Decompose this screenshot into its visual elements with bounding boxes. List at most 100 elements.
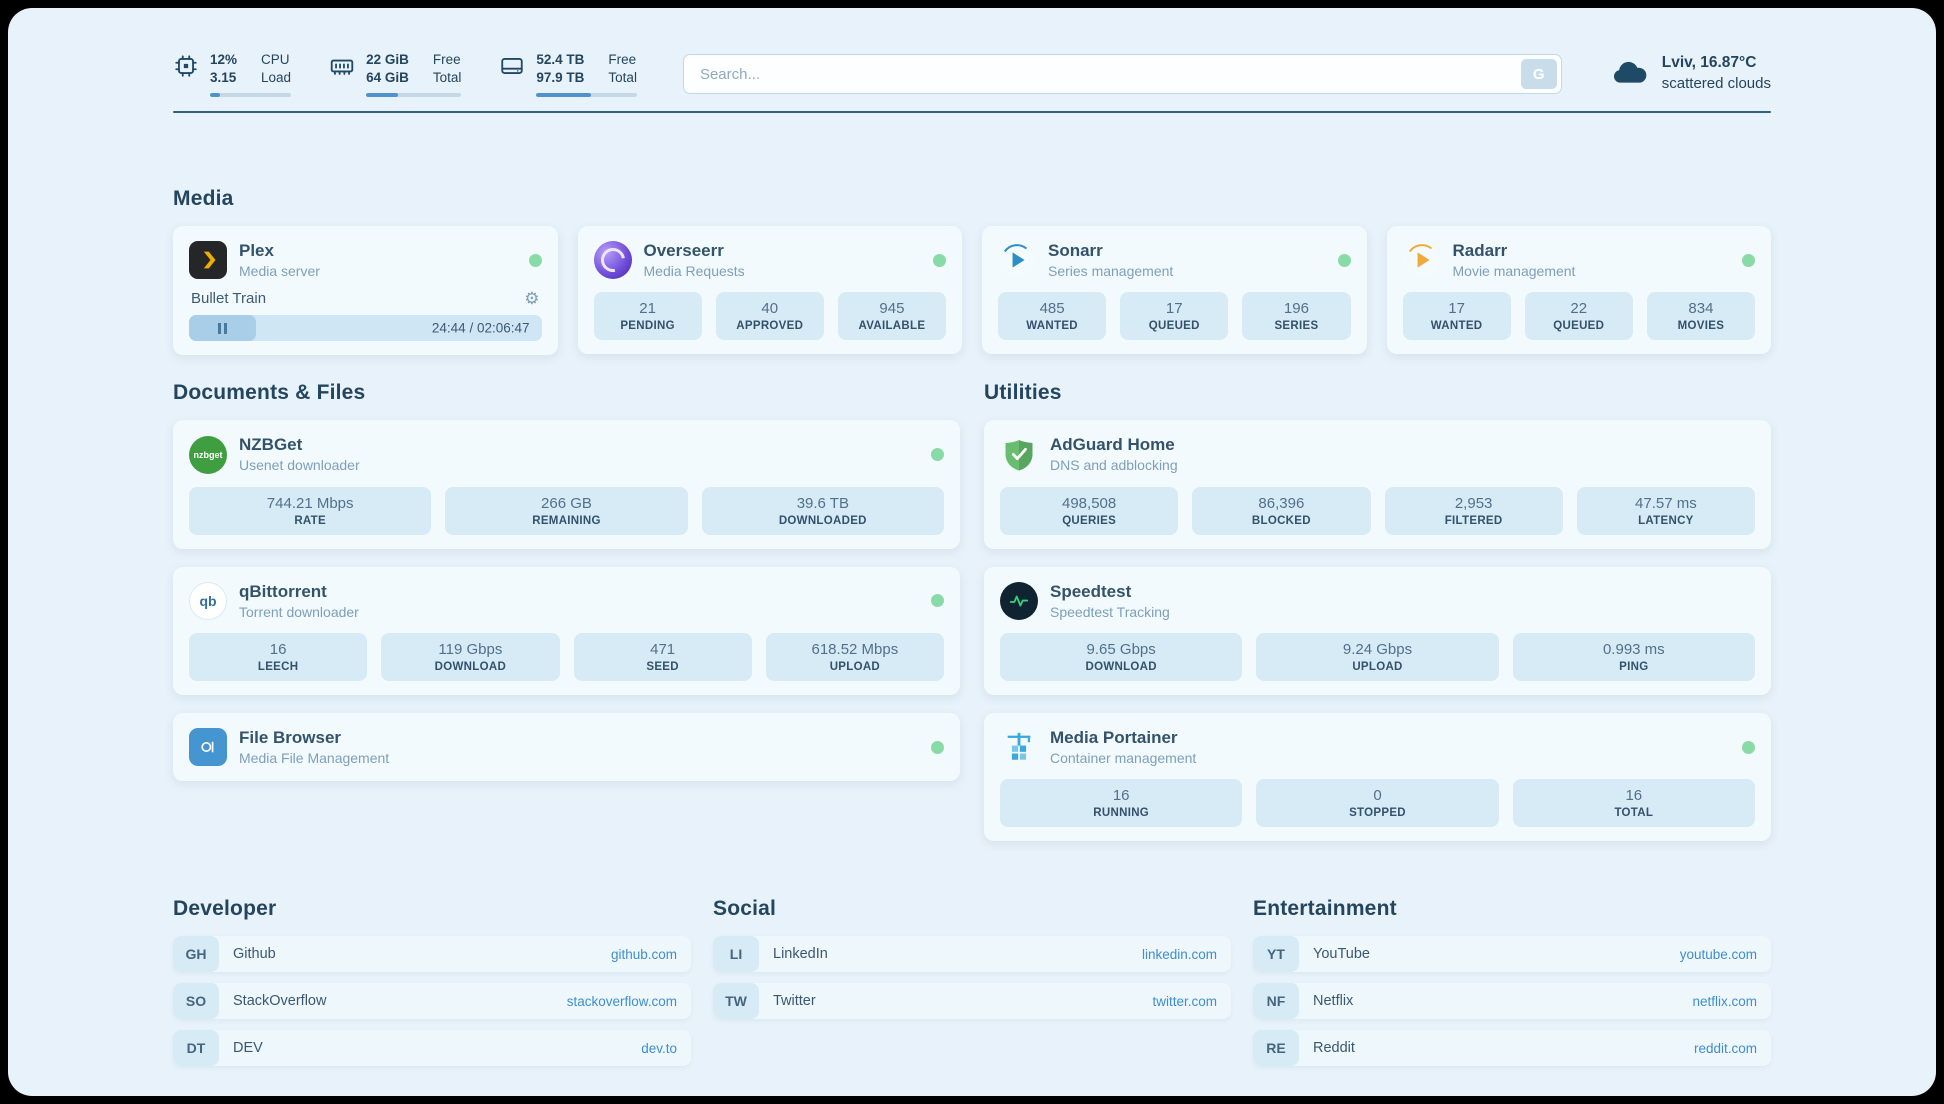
service-card-filebrowser[interactable]: File Browser Media File Management [173, 712, 960, 782]
stat-value: 485 [1039, 300, 1065, 318]
service-card-speedtest[interactable]: Speedtest Speedtest Tracking 9.65 Gbps D… [984, 566, 1771, 695]
service-card-sonarr[interactable]: Sonarr Series management 485 WANTED 17 Q… [982, 226, 1367, 355]
stat-label: LEECH [257, 660, 299, 673]
status-dot [933, 253, 946, 267]
disk-icon [499, 53, 525, 84]
portainer-icon [1000, 728, 1038, 766]
cpu-load-value: 3.15 [210, 69, 237, 85]
bookmark-linkedin[interactable]: LI LinkedIn linkedin.com [713, 936, 1231, 973]
service-name: Speedtest [1050, 581, 1132, 601]
disk-total-value: 97.9 TB [536, 69, 585, 85]
playback-progress-bar[interactable]: 24:44 / 02:06:47 [189, 315, 542, 342]
stat-label: SEED [646, 660, 679, 673]
service-card-overseerr[interactable]: Overseerr Media Requests 21 PENDING 40 A… [577, 226, 962, 355]
service-name: Radarr [1452, 241, 1508, 261]
stat-chip: 17 QUEUED [1120, 292, 1229, 341]
cpu-icon [173, 53, 199, 84]
stat-chip: 498,508 QUERIES [1000, 486, 1179, 535]
stat-chip: 0 STOPPED [1256, 779, 1499, 828]
bookmark-abbr: DT [173, 1030, 219, 1067]
service-subtitle: Movie management [1452, 263, 1576, 280]
disk-total-label: Total [608, 69, 637, 85]
status-dot [1742, 253, 1755, 267]
nzbget-icon: nzbget [189, 435, 227, 474]
service-card-portainer[interactable]: Media Portainer Container management 16 … [984, 712, 1771, 842]
service-subtitle: DNS and adblocking [1050, 457, 1178, 474]
service-card-plex[interactable]: Plex Media server Bullet Train ⚙ 24:44 /… [173, 226, 558, 356]
stat-chip: 945 AVAILABLE [837, 292, 947, 341]
service-card-radarr[interactable]: Radarr Movie management 17 WANTED 22 QUE… [1386, 226, 1771, 355]
disk-free-label: Free [608, 52, 637, 67]
stat-label: UPLOAD [1352, 660, 1403, 673]
bookmark-url: reddit.com [1693, 1040, 1757, 1056]
section-title-social: Social [713, 897, 777, 921]
disk-progress-fill [536, 93, 591, 98]
gear-icon[interactable]: ⚙ [524, 289, 540, 309]
bookmark-dev[interactable]: DT DEV dev.to [173, 1030, 691, 1067]
section-documents: Documents & Files nzbget NZBGet Usenet d… [173, 381, 960, 782]
stat-value: 834 [1688, 300, 1714, 318]
bookmark-netflix[interactable]: NF Netflix netflix.com [1253, 983, 1771, 1020]
service-card-qbittorrent[interactable]: qb qBittorrent Torrent downloader 16 LEE… [173, 566, 960, 695]
adguard-icon [1000, 436, 1038, 474]
service-subtitle: Series management [1048, 263, 1174, 280]
qbittorrent-icon-text: qb [199, 592, 217, 609]
pause-icon[interactable] [217, 322, 227, 334]
dashboard-frame: 12% 3.15 CPU Load [8, 8, 1936, 1096]
service-card-adguard[interactable]: AdGuard Home DNS and adblocking 498,508 … [984, 420, 1771, 549]
stat-label: RUNNING [1093, 807, 1150, 820]
bookmark-name: Github [233, 946, 276, 963]
stat-value: 40 [761, 300, 779, 318]
stat-label: TOTAL [1614, 807, 1654, 820]
service-subtitle: Speedtest Tracking [1050, 603, 1170, 620]
search-provider-button[interactable]: G [1520, 59, 1557, 90]
bookmark-youtube[interactable]: YT YouTube youtube.com [1253, 936, 1771, 973]
status-dot [931, 594, 944, 608]
bookmark-name: LinkedIn [773, 946, 828, 963]
service-subtitle: Usenet downloader [239, 457, 360, 474]
cpu-monitor: 12% 3.15 CPU Load [173, 51, 292, 98]
memory-progress-fill [366, 93, 399, 98]
resource-monitors: 12% 3.15 CPU Load [173, 51, 637, 98]
bookmark-github[interactable]: GH Github github.com [173, 936, 691, 973]
stat-label: DOWNLOAD [434, 660, 507, 673]
cpu-progress-bar [210, 93, 292, 98]
stat-chip: 119 Gbps DOWNLOAD [381, 632, 560, 681]
stat-value: 0.993 ms [1602, 640, 1665, 658]
stat-label: DOWNLOADED [778, 514, 867, 527]
memory-progress-bar [366, 93, 462, 98]
stat-label: PENDING [620, 320, 675, 333]
stat-value: 39.6 TB [796, 494, 849, 512]
stat-value: 22 [1570, 300, 1588, 318]
stat-chip: 2,953 FILTERED [1384, 486, 1563, 535]
memory-total-label: Total [432, 69, 462, 85]
stat-chip: 0.993 ms PING [1512, 632, 1755, 681]
sonarr-icon [998, 241, 1036, 279]
stat-value: 47.57 ms [1635, 494, 1697, 512]
stat-label: WANTED [1026, 320, 1078, 333]
qbittorrent-icon: qb [189, 581, 227, 620]
stat-chip: 16 RUNNING [1000, 779, 1243, 828]
service-card-nzbget[interactable]: nzbget NZBGet Usenet downloader 744.21 M… [173, 420, 960, 549]
service-subtitle: Media File Management [239, 750, 390, 767]
playback-progress-fill [189, 315, 256, 342]
bookmark-reddit[interactable]: RE Reddit reddit.com [1253, 1030, 1771, 1067]
stat-label: FILTERED [1444, 514, 1503, 527]
stat-value: 16 [269, 640, 287, 658]
bookmark-url: youtube.com [1679, 946, 1757, 962]
stat-chip: 47.57 ms LATENCY [1576, 486, 1755, 535]
service-name: NZBGet [239, 435, 303, 455]
bookmark-abbr: YT [1253, 936, 1299, 973]
stat-chip: 618.52 Mbps UPLOAD [765, 632, 944, 681]
stat-label: PING [1619, 660, 1649, 673]
bookmark-stackoverflow[interactable]: SO StackOverflow stackoverflow.com [173, 983, 691, 1020]
search-input[interactable] [682, 54, 1562, 95]
section-title-developer: Developer [173, 897, 277, 921]
stat-value: 21 [639, 300, 656, 318]
service-name: Overseerr [643, 241, 724, 261]
stat-label: DOWNLOAD [1085, 660, 1157, 673]
bookmark-url: netflix.com [1692, 993, 1757, 1009]
bookmark-twitter[interactable]: TW Twitter twitter.com [713, 983, 1231, 1020]
stat-label: RATE [294, 514, 326, 527]
stat-value: 17 [1448, 300, 1465, 318]
